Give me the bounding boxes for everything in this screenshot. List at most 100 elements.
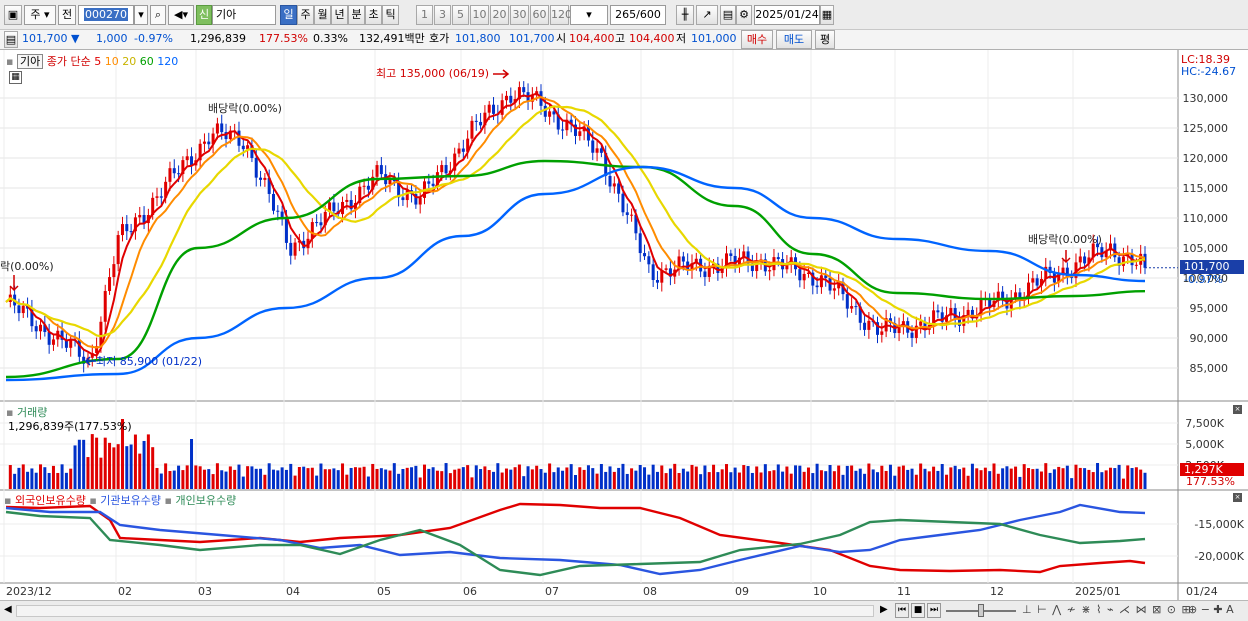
new-badge[interactable]: 신 <box>196 5 212 25</box>
layout-icon[interactable]: ▣ <box>4 5 22 25</box>
interval-button-30[interactable]: 30 <box>510 5 529 25</box>
period-button-5[interactable]: 초 <box>365 5 382 25</box>
volume-bar <box>194 465 198 489</box>
code-dropdown-icon[interactable]: ▾ <box>134 5 148 25</box>
holdings-close-icon[interactable]: × <box>1233 493 1242 502</box>
volume-title[interactable]: 거래량 <box>16 406 48 419</box>
volume-close-icon[interactable]: × <box>1233 405 1242 414</box>
legend-stock-name[interactable]: 기아 <box>16 54 44 69</box>
interval-button-20[interactable]: 20 <box>490 5 509 25</box>
scroll-left-icon[interactable]: ◀ <box>4 604 12 615</box>
quote-icon[interactable]: ▤ <box>4 31 18 48</box>
drawing-tools-icon[interactable]: ⊥ ⊢ ⋀ ≁ ⋇ ⌇ ⌁ ⋌ ⋈ ⊠ ⊙ ⊞ <box>1022 603 1192 616</box>
interval-button-1[interactable]: 1 <box>416 5 433 25</box>
candle-body <box>522 87 526 93</box>
individual-holdings-label[interactable]: 개인보유수량 <box>175 494 237 507</box>
chart-svg[interactable]: 130,000125,000120,000115,000110,000105,0… <box>0 50 1248 600</box>
stop-icon[interactable]: ■ <box>911 603 925 618</box>
volume-bar <box>259 468 263 489</box>
period-button-4[interactable]: 분 <box>348 5 365 25</box>
interval-button-10[interactable]: 10 <box>470 5 489 25</box>
period-button-2[interactable]: 월 <box>314 5 331 25</box>
legend-ma-10[interactable]: 10 <box>104 55 119 68</box>
institution-holdings-label[interactable]: 기관보유수량 <box>100 494 162 507</box>
volume-bar <box>992 463 996 489</box>
interval-button-5[interactable]: 5 <box>452 5 469 25</box>
candle-body <box>259 177 263 180</box>
volume-bar <box>733 467 737 489</box>
legend-ma-60[interactable]: 60 <box>139 55 154 68</box>
legend-dot-icon: ▪ <box>4 494 12 507</box>
table-icon[interactable]: ▦ <box>9 71 22 84</box>
candle-body <box>366 185 370 190</box>
candle-body <box>996 291 1000 301</box>
buy-button[interactable]: 매수 <box>741 30 773 49</box>
price-y-tick: 100,000 <box>1183 272 1229 285</box>
market-select[interactable]: 주 ▾ <box>24 5 56 25</box>
volume-bar <box>880 465 884 489</box>
blank-select[interactable]: ▾ <box>570 5 608 25</box>
candle-body <box>949 308 953 316</box>
foreign-holdings-label[interactable]: 외국인보유수량 <box>14 494 86 507</box>
period-button-6[interactable]: 틱 <box>382 5 399 25</box>
volume-bar <box>716 472 720 489</box>
candle-icon[interactable]: ╫ <box>676 5 694 25</box>
legend-ma-120[interactable]: 120 <box>157 55 179 68</box>
legend-dot-icon: ▪ <box>6 406 14 419</box>
calendar-icon[interactable]: ▦ <box>820 5 834 25</box>
candle-body <box>466 138 470 152</box>
high-annotation: 최고 135,000 (06/19) <box>376 67 489 80</box>
scroll-track[interactable] <box>16 605 874 617</box>
volume-bar <box>565 467 569 489</box>
save-icon[interactable]: ▤ <box>720 5 736 25</box>
chart-tools-icon[interactable]: ↗ <box>696 5 718 25</box>
volume-bar <box>539 469 543 489</box>
interval-button-3[interactable]: 3 <box>434 5 451 25</box>
x-axis-label: 07 <box>545 585 559 598</box>
zoom-slider-handle[interactable] <box>978 604 984 617</box>
volume-bar <box>832 471 836 489</box>
volume-bar <box>202 469 206 489</box>
volume-bar <box>1065 465 1069 489</box>
ma-120-line <box>5 165 1146 382</box>
speaker-icon[interactable]: ◀▾ <box>168 5 194 25</box>
period-button-0[interactable]: 일 <box>280 5 297 25</box>
legend-ma-20[interactable]: 20 <box>122 55 137 68</box>
stock-name[interactable]: 기아 <box>212 5 276 25</box>
eval-button[interactable]: 평 <box>815 30 835 49</box>
first-page-icon[interactable]: ⏮ <box>895 603 909 618</box>
scroll-bar[interactable]: ◀ ▶ ⏮ ■ ⏭ ⊥ ⊢ ⋀ ≁ ⋇ ⌇ ⌁ ⋌ ⋈ ⊠ ⊙ ⊞ ⊕ − ✚ … <box>0 600 1248 621</box>
volume-bar <box>1139 469 1143 489</box>
candle-body <box>116 235 120 265</box>
volume-bar <box>479 469 483 489</box>
more-tools-icon[interactable]: ⊕ − ✚ A <box>1188 603 1234 616</box>
interval-button-60[interactable]: 60 <box>530 5 549 25</box>
period-button-1[interactable]: 주 <box>297 5 314 25</box>
volume-bar <box>440 471 444 489</box>
interval-button-120[interactable]: 120 <box>550 5 572 25</box>
candle-body <box>310 222 314 239</box>
chart-area[interactable]: 130,000 125,000 120,000 115,000 110,000 105,0… <box>0 50 1248 600</box>
scroll-right-icon[interactable]: ▶ <box>880 604 888 615</box>
code-input[interactable]: 000270 <box>78 5 134 25</box>
volume-bar <box>578 467 582 489</box>
volume-bar <box>1083 468 1087 489</box>
volume-bar <box>699 474 703 489</box>
sell-button[interactable]: 매도 <box>776 30 812 49</box>
candle-body <box>1018 292 1022 301</box>
legend-ma-5[interactable]: 5 <box>94 55 102 68</box>
prev-select[interactable]: 전 <box>58 5 76 25</box>
period-button-3[interactable]: 년 <box>331 5 348 25</box>
count-input[interactable]: 265/600 <box>610 5 666 25</box>
volume-bar <box>966 475 970 489</box>
candle-body <box>30 308 34 327</box>
search-icon[interactable]: ⌕ <box>150 5 166 25</box>
gear-icon[interactable]: ⚙ <box>736 5 752 25</box>
volume-bar <box>1143 472 1147 489</box>
candle-body <box>69 340 73 348</box>
candle-body <box>599 148 603 153</box>
institution-holdings-line <box>5 503 1146 576</box>
last-page-icon[interactable]: ⏭ <box>927 603 941 618</box>
date-input[interactable]: 2025/01/24 <box>754 5 820 25</box>
